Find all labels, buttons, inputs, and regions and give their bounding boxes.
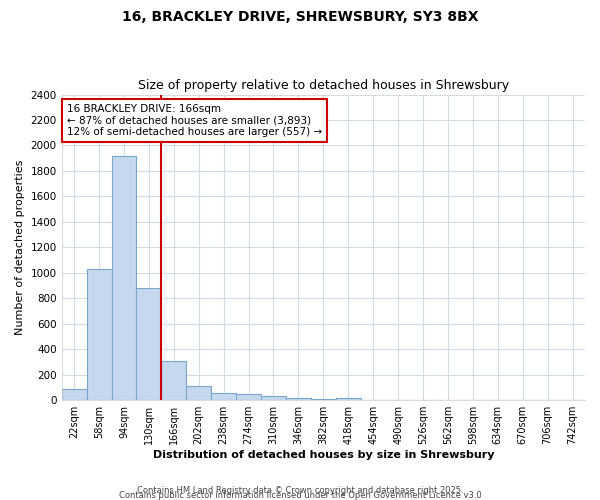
Bar bbox=[236, 394, 261, 400]
Text: 16, BRACKLEY DRIVE, SHREWSBURY, SY3 8BX: 16, BRACKLEY DRIVE, SHREWSBURY, SY3 8BX bbox=[122, 10, 478, 24]
Text: Contains public sector information licensed under the Open Government Licence v3: Contains public sector information licen… bbox=[119, 491, 481, 500]
Bar bbox=[336, 398, 361, 400]
Bar bbox=[161, 360, 186, 400]
Bar bbox=[62, 388, 86, 400]
Y-axis label: Number of detached properties: Number of detached properties bbox=[15, 160, 25, 335]
Bar bbox=[286, 398, 311, 400]
Bar bbox=[86, 269, 112, 400]
Title: Size of property relative to detached houses in Shrewsbury: Size of property relative to detached ho… bbox=[138, 79, 509, 92]
Text: Contains HM Land Registry data © Crown copyright and database right 2025.: Contains HM Land Registry data © Crown c… bbox=[137, 486, 463, 495]
Bar bbox=[136, 288, 161, 400]
Bar bbox=[112, 156, 136, 400]
X-axis label: Distribution of detached houses by size in Shrewsbury: Distribution of detached houses by size … bbox=[152, 450, 494, 460]
Bar bbox=[186, 386, 211, 400]
Text: 16 BRACKLEY DRIVE: 166sqm
← 87% of detached houses are smaller (3,893)
12% of se: 16 BRACKLEY DRIVE: 166sqm ← 87% of detac… bbox=[67, 104, 322, 137]
Bar bbox=[211, 393, 236, 400]
Bar bbox=[261, 396, 286, 400]
Bar bbox=[311, 399, 336, 400]
